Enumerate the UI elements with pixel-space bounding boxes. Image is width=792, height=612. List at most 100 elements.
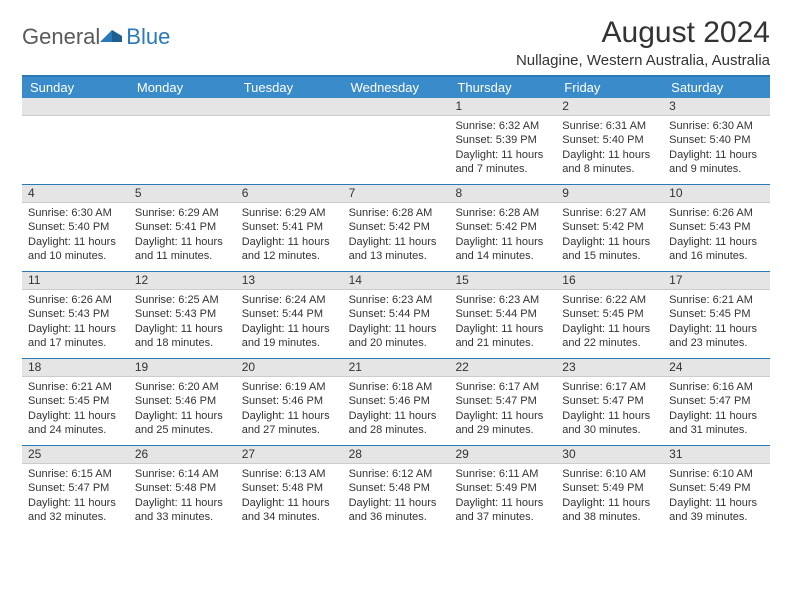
day-cell: 16Sunrise: 6:22 AMSunset: 5:45 PMDayligh…	[556, 272, 663, 358]
day-cell: 29Sunrise: 6:11 AMSunset: 5:49 PMDayligh…	[449, 446, 556, 532]
day-number: 16	[556, 272, 663, 290]
sunset-text: Sunset: 5:49 PM	[669, 481, 764, 495]
daylight-text: and 37 minutes.	[455, 510, 550, 524]
day-info: Sunrise: 6:29 AMSunset: 5:41 PMDaylight:…	[236, 203, 343, 268]
day-cell: 11Sunrise: 6:26 AMSunset: 5:43 PMDayligh…	[22, 272, 129, 358]
sunrise-text: Sunrise: 6:18 AM	[349, 380, 444, 394]
week-row: 4Sunrise: 6:30 AMSunset: 5:40 PMDaylight…	[22, 185, 770, 272]
daylight-text: Daylight: 11 hours	[455, 322, 550, 336]
sunset-text: Sunset: 5:45 PM	[28, 394, 123, 408]
sunset-text: Sunset: 5:41 PM	[135, 220, 230, 234]
day-number: 1	[449, 98, 556, 116]
sunrise-text: Sunrise: 6:26 AM	[669, 206, 764, 220]
sunset-text: Sunset: 5:44 PM	[455, 307, 550, 321]
daylight-text: Daylight: 11 hours	[349, 235, 444, 249]
day-number: 13	[236, 272, 343, 290]
sunrise-text: Sunrise: 6:23 AM	[455, 293, 550, 307]
day-number: 27	[236, 446, 343, 464]
daylight-text: Daylight: 11 hours	[669, 409, 764, 423]
day-cell: 4Sunrise: 6:30 AMSunset: 5:40 PMDaylight…	[22, 185, 129, 271]
calendar: Sunday Monday Tuesday Wednesday Thursday…	[22, 75, 770, 532]
day-cell: 30Sunrise: 6:10 AMSunset: 5:49 PMDayligh…	[556, 446, 663, 532]
day-info: Sunrise: 6:22 AMSunset: 5:45 PMDaylight:…	[556, 290, 663, 355]
week-row: 25Sunrise: 6:15 AMSunset: 5:47 PMDayligh…	[22, 446, 770, 532]
day-number: 17	[663, 272, 770, 290]
day-cell: 19Sunrise: 6:20 AMSunset: 5:46 PMDayligh…	[129, 359, 236, 445]
day-cell: 27Sunrise: 6:13 AMSunset: 5:48 PMDayligh…	[236, 446, 343, 532]
sunset-text: Sunset: 5:44 PM	[349, 307, 444, 321]
daylight-text: Daylight: 11 hours	[669, 496, 764, 510]
day-cell: 9Sunrise: 6:27 AMSunset: 5:42 PMDaylight…	[556, 185, 663, 271]
day-number: .	[22, 98, 129, 116]
daylight-text: and 17 minutes.	[28, 336, 123, 350]
sunset-text: Sunset: 5:45 PM	[669, 307, 764, 321]
daylight-text: and 21 minutes.	[455, 336, 550, 350]
sunset-text: Sunset: 5:43 PM	[669, 220, 764, 234]
logo-mark-icon	[100, 26, 124, 49]
day-number: 23	[556, 359, 663, 377]
day-cell: 21Sunrise: 6:18 AMSunset: 5:46 PMDayligh…	[343, 359, 450, 445]
sunset-text: Sunset: 5:46 PM	[135, 394, 230, 408]
daylight-text: and 31 minutes.	[669, 423, 764, 437]
day-info: Sunrise: 6:10 AMSunset: 5:49 PMDaylight:…	[556, 464, 663, 529]
day-cell: 6Sunrise: 6:29 AMSunset: 5:41 PMDaylight…	[236, 185, 343, 271]
day-number: 31	[663, 446, 770, 464]
day-number: 28	[343, 446, 450, 464]
sunset-text: Sunset: 5:42 PM	[349, 220, 444, 234]
sunrise-text: Sunrise: 6:26 AM	[28, 293, 123, 307]
day-number: 30	[556, 446, 663, 464]
daylight-text: Daylight: 11 hours	[455, 148, 550, 162]
day-number: 21	[343, 359, 450, 377]
sunset-text: Sunset: 5:40 PM	[669, 133, 764, 147]
day-info: Sunrise: 6:20 AMSunset: 5:46 PMDaylight:…	[129, 377, 236, 442]
daylight-text: and 39 minutes.	[669, 510, 764, 524]
sunset-text: Sunset: 5:49 PM	[455, 481, 550, 495]
daylight-text: and 25 minutes.	[135, 423, 230, 437]
sunrise-text: Sunrise: 6:15 AM	[28, 467, 123, 481]
daylight-text: and 8 minutes.	[562, 162, 657, 176]
day-cell: 13Sunrise: 6:24 AMSunset: 5:44 PMDayligh…	[236, 272, 343, 358]
daylight-text: Daylight: 11 hours	[562, 496, 657, 510]
day-number: 2	[556, 98, 663, 116]
daylight-text: Daylight: 11 hours	[28, 496, 123, 510]
day-info: Sunrise: 6:23 AMSunset: 5:44 PMDaylight:…	[449, 290, 556, 355]
sunset-text: Sunset: 5:40 PM	[562, 133, 657, 147]
day-cell: .	[129, 98, 236, 184]
daylight-text: and 12 minutes.	[242, 249, 337, 263]
day-info: Sunrise: 6:27 AMSunset: 5:42 PMDaylight:…	[556, 203, 663, 268]
sunrise-text: Sunrise: 6:19 AM	[242, 380, 337, 394]
day-number: 11	[22, 272, 129, 290]
daylight-text: and 10 minutes.	[28, 249, 123, 263]
sunrise-text: Sunrise: 6:30 AM	[669, 119, 764, 133]
sunrise-text: Sunrise: 6:20 AM	[135, 380, 230, 394]
day-number: .	[129, 98, 236, 116]
day-number: 3	[663, 98, 770, 116]
dow-thursday: Thursday	[449, 77, 556, 98]
dow-monday: Monday	[129, 77, 236, 98]
sunrise-text: Sunrise: 6:28 AM	[349, 206, 444, 220]
day-number: 9	[556, 185, 663, 203]
sunset-text: Sunset: 5:39 PM	[455, 133, 550, 147]
sunset-text: Sunset: 5:45 PM	[562, 307, 657, 321]
location-text: Nullagine, Western Australia, Australia	[516, 52, 770, 69]
daylight-text: Daylight: 11 hours	[28, 409, 123, 423]
sunset-text: Sunset: 5:48 PM	[135, 481, 230, 495]
day-info: Sunrise: 6:17 AMSunset: 5:47 PMDaylight:…	[556, 377, 663, 442]
sunrise-text: Sunrise: 6:21 AM	[28, 380, 123, 394]
day-number: 8	[449, 185, 556, 203]
day-info: Sunrise: 6:19 AMSunset: 5:46 PMDaylight:…	[236, 377, 343, 442]
day-cell: 3Sunrise: 6:30 AMSunset: 5:40 PMDaylight…	[663, 98, 770, 184]
sunset-text: Sunset: 5:49 PM	[562, 481, 657, 495]
daylight-text: and 30 minutes.	[562, 423, 657, 437]
day-number: .	[236, 98, 343, 116]
daylight-text: and 13 minutes.	[349, 249, 444, 263]
daylight-text: Daylight: 11 hours	[135, 496, 230, 510]
title-block: August 2024 Nullagine, Western Australia…	[516, 16, 770, 69]
day-number: 18	[22, 359, 129, 377]
day-info: Sunrise: 6:16 AMSunset: 5:47 PMDaylight:…	[663, 377, 770, 442]
sunrise-text: Sunrise: 6:24 AM	[242, 293, 337, 307]
daylight-text: and 36 minutes.	[349, 510, 444, 524]
daylight-text: and 20 minutes.	[349, 336, 444, 350]
daylight-text: and 34 minutes.	[242, 510, 337, 524]
day-cell: 14Sunrise: 6:23 AMSunset: 5:44 PMDayligh…	[343, 272, 450, 358]
